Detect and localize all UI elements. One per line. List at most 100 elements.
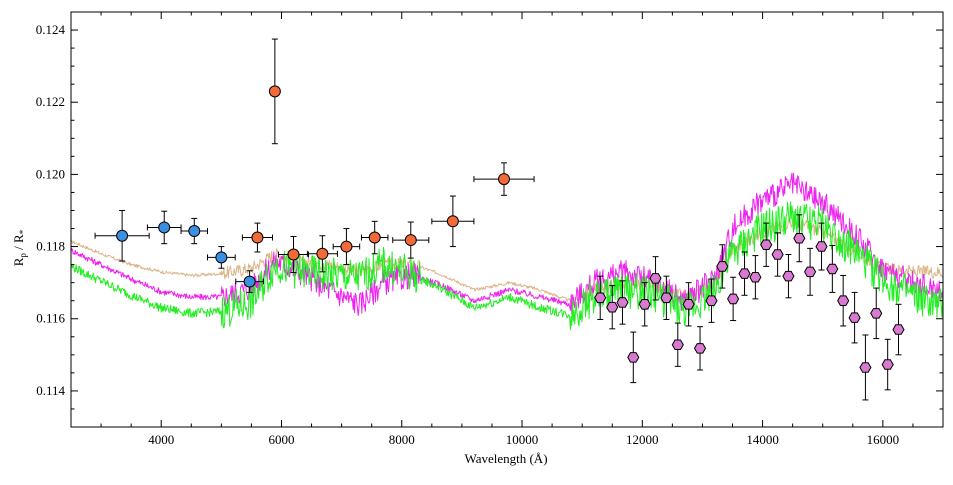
- hexagon-marker: [705, 295, 718, 306]
- data-point: [738, 251, 751, 296]
- data-point: [682, 282, 695, 327]
- data-point: [360, 220, 389, 255]
- data-point: [749, 255, 762, 300]
- x-tick-label: 10000: [506, 432, 539, 447]
- data-point: [627, 331, 640, 384]
- x-tick-label: 6000: [268, 432, 294, 447]
- data-point: [616, 280, 629, 325]
- hexagon-marker: [727, 293, 740, 305]
- hexagon-marker: [716, 261, 729, 272]
- data-point: [693, 326, 707, 371]
- data-point: [431, 195, 475, 248]
- circle-marker: [268, 85, 281, 98]
- hexagon-marker: [771, 249, 784, 260]
- hexagon-marker: [804, 266, 817, 278]
- data-point: [146, 210, 182, 245]
- data-point: [793, 214, 806, 263]
- data-point: [705, 278, 718, 323]
- hexagon-marker: [594, 292, 607, 304]
- data-point: [306, 235, 338, 273]
- model-line-tan: [70, 215, 944, 306]
- hexagon-marker: [859, 362, 872, 373]
- data-point: [804, 247, 817, 296]
- x-axis-title: Wavelength (Å): [464, 451, 547, 466]
- hexagon-marker: [782, 270, 795, 282]
- data-point: [392, 221, 430, 259]
- circle-marker: [215, 251, 228, 264]
- data-point: [727, 276, 740, 322]
- circle-marker: [251, 231, 264, 244]
- hexagon-marker: [682, 299, 695, 310]
- data-points: [94, 38, 905, 401]
- data-point: [277, 235, 310, 274]
- circle-marker: [446, 215, 459, 228]
- circle-marker: [340, 240, 353, 253]
- circle-marker: [243, 275, 256, 288]
- y-tick-label: 0.118: [36, 239, 65, 254]
- y-tick-label: 0.120: [36, 166, 65, 181]
- data-point: [268, 38, 281, 145]
- circle-marker: [116, 229, 129, 242]
- plot-border: [70, 11, 944, 428]
- hexagon-marker: [738, 268, 751, 279]
- hexagon-marker: [837, 295, 850, 306]
- hexagon-marker: [749, 272, 762, 283]
- y-tick-label: 0.122: [36, 94, 65, 109]
- data-point: [207, 246, 236, 269]
- data-point: [241, 222, 273, 253]
- data-point: [848, 291, 861, 344]
- data-point: [94, 209, 150, 262]
- hexagon-marker: [616, 297, 629, 308]
- x-tick-label: 16000: [867, 432, 900, 447]
- hexagon-marker: [671, 339, 684, 350]
- circle-marker: [158, 221, 171, 234]
- hexagon-marker: [606, 301, 619, 313]
- x-tick-label: 8000: [389, 432, 415, 447]
- y-tick-label: 0.114: [36, 383, 65, 398]
- hexagon-marker: [649, 273, 662, 284]
- data-point: [771, 232, 784, 277]
- axis-ticks: 4000 6000 8000 10000 12000 14000 16000 0.114 0.1…: [36, 12, 944, 447]
- data-point: [892, 303, 905, 356]
- data-point: [235, 270, 264, 293]
- data-point: [649, 256, 662, 301]
- hexagon-marker: [870, 308, 883, 319]
- hexagon-marker: [638, 299, 651, 310]
- x-tick-label: 12000: [626, 432, 659, 447]
- data-point: [815, 222, 828, 271]
- plot-frame: [70, 11, 944, 428]
- x-tick-label: 4000: [148, 432, 174, 447]
- circle-marker: [287, 248, 300, 261]
- data-point: [594, 275, 607, 320]
- hexagon-marker: [826, 263, 839, 275]
- data-point: [760, 222, 773, 267]
- data-point: [837, 274, 850, 327]
- y-tick-label: 0.116: [36, 311, 65, 326]
- data-point: [180, 217, 209, 245]
- y-tick-label: 0.124: [36, 22, 66, 37]
- hexagon-marker: [815, 241, 828, 252]
- circle-marker: [188, 225, 201, 238]
- y-axis-title: Rp / R*: [11, 229, 28, 266]
- data-point: [826, 244, 839, 293]
- circle-marker: [404, 234, 417, 247]
- data-point: [870, 287, 883, 340]
- data-point: [716, 244, 729, 289]
- hexagon-marker: [627, 352, 640, 363]
- model-line-magenta: [70, 172, 944, 316]
- x-tick-label: 14000: [746, 432, 779, 447]
- data-point: [881, 338, 894, 391]
- model-curves: [70, 172, 944, 331]
- data-point: [660, 275, 673, 320]
- hexagon-marker: [848, 312, 861, 323]
- circle-marker: [316, 247, 329, 260]
- data-point: [606, 285, 619, 330]
- hexagon-marker: [660, 292, 673, 304]
- hexagon-marker: [881, 359, 894, 370]
- circle-marker: [497, 173, 510, 186]
- hexagon-marker: [760, 239, 773, 250]
- data-point: [638, 282, 651, 327]
- data-point: [332, 228, 361, 266]
- data-point: [859, 334, 872, 401]
